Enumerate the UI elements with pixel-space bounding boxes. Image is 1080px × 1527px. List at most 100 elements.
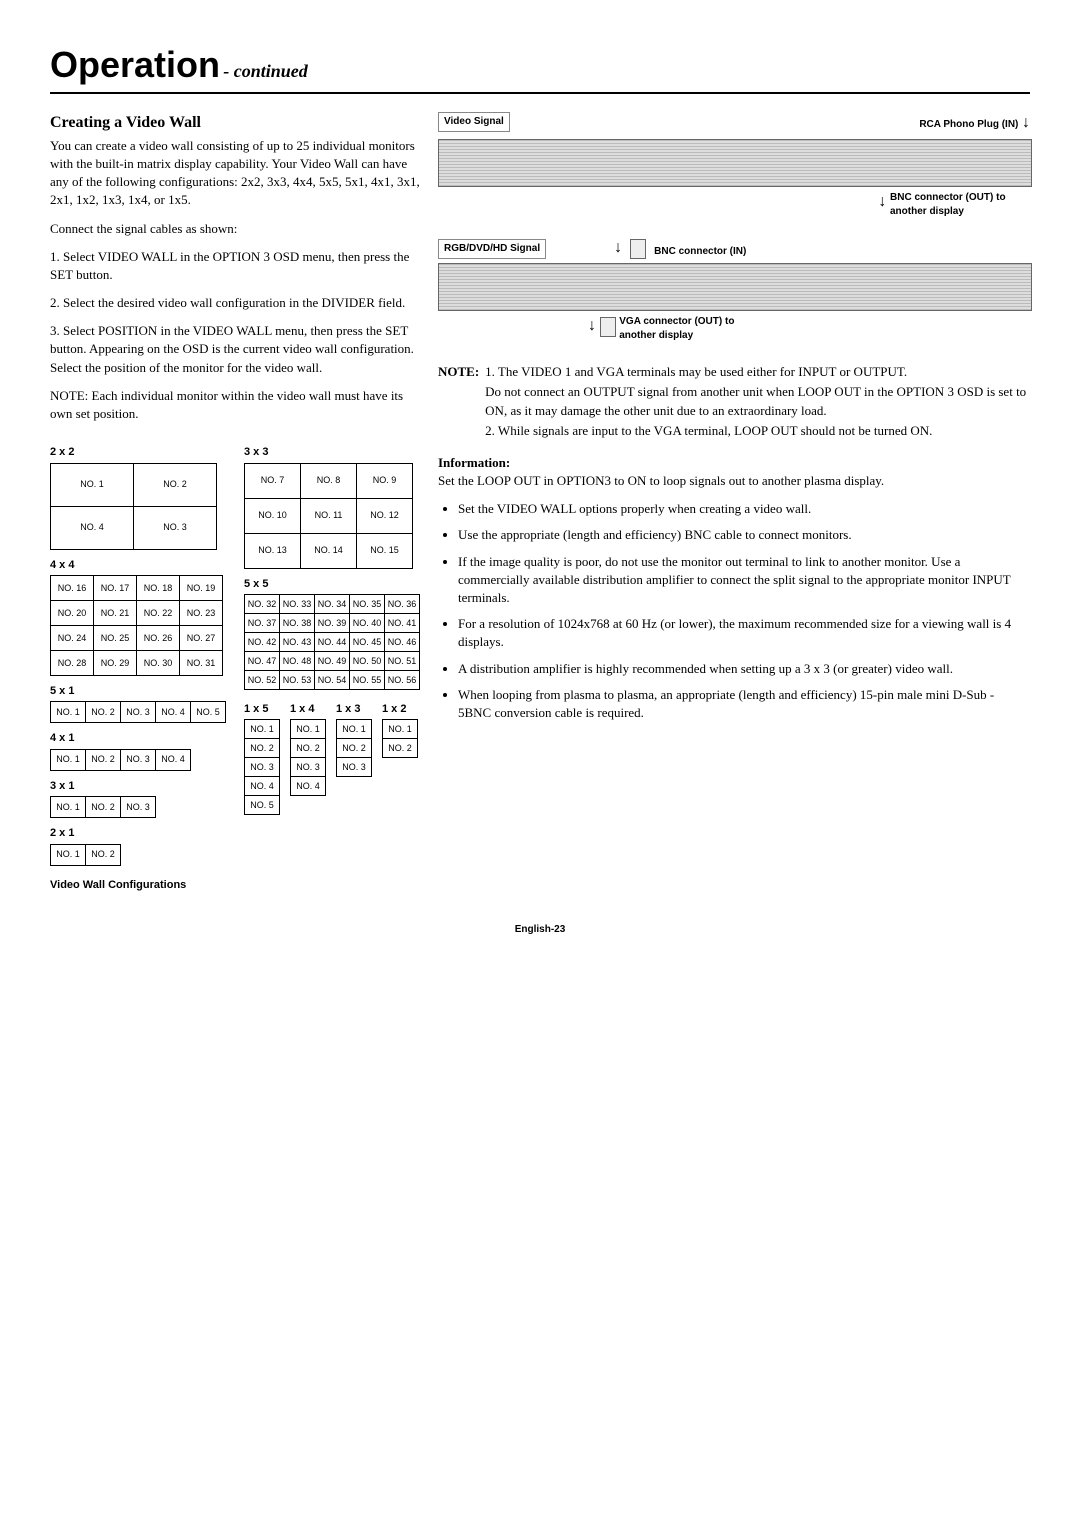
grid-5x5: NO. 32NO. 33NO. 34NO. 35NO. 36NO. 37NO. … <box>244 594 420 690</box>
grid-cell: NO. 42 <box>245 633 280 652</box>
bnc-connector-icon <box>630 239 646 259</box>
grid-cell: NO. 49 <box>315 652 350 671</box>
grid-cell: NO. 2 <box>337 739 372 758</box>
grid-cell: NO. 46 <box>385 633 420 652</box>
grid-1x5: NO. 1NO. 2NO. 3NO. 4NO. 5 <box>244 719 280 815</box>
grid-cell: NO. 3 <box>337 758 372 777</box>
grid-label: 1 x 2 <box>382 702 406 717</box>
grid-2x1: NO. 1NO. 2 <box>50 844 121 866</box>
grid-label: 5 x 1 <box>50 684 226 699</box>
section-heading: Creating a Video Wall <box>50 112 420 134</box>
grid-cell: NO. 10 <box>245 498 301 533</box>
note-text: 2. While signals are input to the VGA te… <box>485 422 1030 440</box>
grid-cell: NO. 3 <box>245 758 280 777</box>
grid-cell: NO. 56 <box>385 671 420 690</box>
grid-cell: NO. 1 <box>245 720 280 739</box>
grid-label: 5 x 5 <box>244 577 420 592</box>
note-block: NOTE: 1. The VIDEO 1 and VGA terminals m… <box>438 363 1030 440</box>
grid-cell: NO. 34 <box>315 595 350 614</box>
arrow-down-icon: ↓ <box>878 193 886 210</box>
grid-cell: NO. 2 <box>291 739 326 758</box>
list-item: If the image quality is poor, do not use… <box>458 553 1030 608</box>
information-text: Set the LOOP OUT in OPTION3 to ON to loo… <box>438 472 1030 490</box>
grid-cell: NO. 31 <box>180 651 223 676</box>
paragraph: Connect the signal cables as shown: <box>50 220 420 238</box>
grid-cell: NO. 1 <box>291 720 326 739</box>
rca-plug-label: RCA Phono Plug (IN) <box>919 119 1018 130</box>
grid-cell: NO. 55 <box>350 671 385 690</box>
paragraph: 3. Select POSITION in the VIDEO WALL men… <box>50 322 420 377</box>
grid-1x3: NO. 1NO. 2NO. 3 <box>336 719 372 777</box>
grid-cell: NO. 21 <box>94 601 137 626</box>
grid-cell: NO. 3 <box>291 758 326 777</box>
grid-cell: NO. 1 <box>337 720 372 739</box>
grid-cell: NO. 35 <box>350 595 385 614</box>
grid-cell: NO. 1 <box>383 720 418 739</box>
grid-4x4: NO. 16NO. 17NO. 18NO. 19NO. 20NO. 21NO. … <box>50 575 223 676</box>
paragraph: You can create a video wall consisting o… <box>50 137 420 210</box>
grid-cell: NO. 44 <box>315 633 350 652</box>
arrow-down-icon: ↓ <box>588 317 596 334</box>
grid-cell: NO. 51 <box>385 652 420 671</box>
grid-cell: NO. 2 <box>86 702 121 723</box>
grid-cell: NO. 11 <box>301 498 357 533</box>
grid-cell: NO. 4 <box>245 777 280 796</box>
grid-label: 3 x 1 <box>50 779 226 794</box>
grid-cell: NO. 1 <box>51 702 86 723</box>
video-signal-label: Video Signal <box>438 112 510 132</box>
grid-cell: NO. 14 <box>301 533 357 568</box>
list-item: A distribution amplifier is highly recom… <box>458 660 1030 678</box>
rear-panel-top <box>438 139 1032 187</box>
grid-cell: NO. 8 <box>301 463 357 498</box>
grid-label: 1 x 5 <box>244 702 268 717</box>
grid-cell: NO. 1 <box>51 844 86 865</box>
rear-panel-bottom <box>438 263 1032 311</box>
grid-cell: NO. 4 <box>156 749 191 770</box>
grid-cell: NO. 2 <box>86 797 121 818</box>
grid-3x3: NO. 7NO. 8NO. 9NO. 10NO. 11NO. 12NO. 13N… <box>244 463 413 569</box>
grid-5x1: NO. 1NO. 2NO. 3NO. 4NO. 5 <box>50 701 226 723</box>
grid-cell: NO. 9 <box>357 463 413 498</box>
information-heading: Information: <box>438 454 1030 472</box>
list-item: Set the VIDEO WALL options properly when… <box>458 500 1030 518</box>
grid-2x2: NO. 1NO. 2NO. 4NO. 3 <box>50 463 217 550</box>
grid-label: 4 x 1 <box>50 731 226 746</box>
grid-cell: NO. 2 <box>134 463 217 506</box>
grid-cell: NO. 53 <box>280 671 315 690</box>
page-subtitle: - continued <box>223 61 308 81</box>
bnc-out-label: BNC connector (OUT) to another display <box>890 191 1030 219</box>
grid-cell: NO. 12 <box>357 498 413 533</box>
grid-label: 1 x 3 <box>336 702 360 717</box>
grid-3x1: NO. 1NO. 2NO. 3 <box>50 796 156 818</box>
grid-cell: NO. 4 <box>291 777 326 796</box>
grid-cell: NO. 37 <box>245 614 280 633</box>
grid-cell: NO. 24 <box>51 626 94 651</box>
grid-cell: NO. 3 <box>121 797 156 818</box>
grid-label: 4 x 4 <box>50 558 226 573</box>
rgb-signal-label: RGB/DVD/HD Signal <box>438 239 546 259</box>
grid-cell: NO. 3 <box>121 702 156 723</box>
grid-cell: NO. 22 <box>137 601 180 626</box>
grid-label: 1 x 4 <box>290 702 314 717</box>
grid-cell: NO. 33 <box>280 595 315 614</box>
page-header: Operation - continued <box>50 40 1030 94</box>
grid-label: 2 x 2 <box>50 445 226 460</box>
page-footer: English-23 <box>50 923 1030 937</box>
note-text: Do not connect an OUTPUT signal from ano… <box>485 383 1030 419</box>
grid-cell: NO. 15 <box>357 533 413 568</box>
grid-cell: NO. 40 <box>350 614 385 633</box>
grid-cell: NO. 4 <box>51 506 134 549</box>
grid-cell: NO. 1 <box>51 749 86 770</box>
grid-cell: NO. 47 <box>245 652 280 671</box>
grid-caption: Video Wall Configurations <box>50 878 420 893</box>
paragraph: 1. Select VIDEO WALL in the OPTION 3 OSD… <box>50 248 420 284</box>
grid-cell: NO. 29 <box>94 651 137 676</box>
vga-out-label: VGA connector (OUT) to another display <box>619 315 739 343</box>
connection-diagram: Video Signal RCA Phono Plug (IN) ↓ ↓ BNC… <box>438 112 1030 343</box>
grid-cell: NO. 3 <box>134 506 217 549</box>
grid-cell: NO. 2 <box>383 739 418 758</box>
grid-cell: NO. 3 <box>121 749 156 770</box>
grid-cell: NO. 28 <box>51 651 94 676</box>
grid-cell: NO. 2 <box>245 739 280 758</box>
arrow-down-icon: ↓ <box>614 237 622 259</box>
